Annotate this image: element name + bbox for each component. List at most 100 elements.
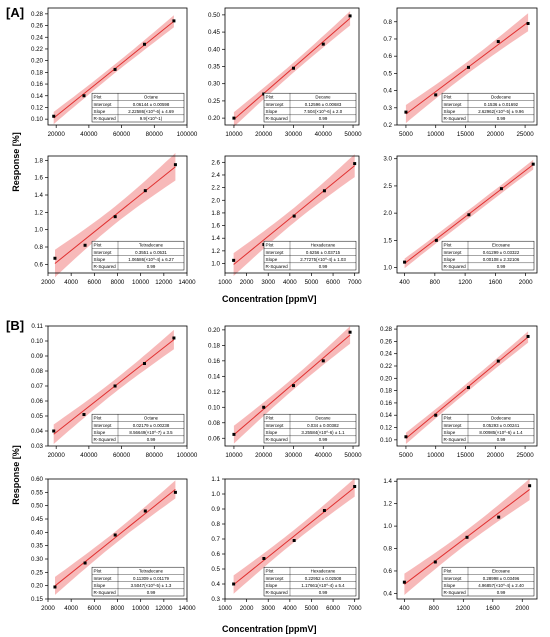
y-tick-label: 0.50 [31,503,44,510]
data-point [232,582,236,586]
y-tick-label: 0.20 [208,327,221,334]
y-tick-label: 1.0 [383,265,392,272]
fit-stats-value: 0.99 [147,437,156,442]
fit-stats-key: Intercept [94,576,113,581]
y-tick-label: 0.28 [31,11,44,18]
fit-stats-key: Intercept [444,576,463,581]
x-tick-label: 4000 [283,279,297,286]
x-tick-label: 25000 [516,131,534,138]
x-tick-label: 1000 [218,279,232,286]
y-tick-label: 3.0 [383,156,392,163]
fit-stats-value: 0.99 [147,590,156,595]
data-point [113,533,117,537]
fit-stats-value: 1.17661(×10^-4) ± 5.4 [301,583,345,588]
x-tick-label: 10000 [427,131,445,138]
fit-stats-key: Intercept [94,102,113,107]
x-axis-title-a: Concentration [ppmV] [222,294,317,304]
y-tick-label: 1.6 [211,223,220,230]
data-point [353,485,357,488]
fit-stats-key: R-Squared [444,590,467,595]
x-tick-label: 40000 [315,452,333,459]
panel-label-a: [A] [6,5,25,20]
x-tick-label: 20000 [48,452,66,459]
y-tick-label: 0.4 [383,590,392,597]
data-point [322,509,326,512]
y-tick-label: 0.26 [380,338,393,345]
x-tick-label: 80000 [146,131,164,138]
x-tick-label: 80000 [146,452,164,459]
data-point [348,330,352,334]
x-tick-label: 100000 [177,452,198,459]
plot-frame [396,155,538,274]
data-point [83,243,87,247]
fit-stats-table: Plot Eicosane Intercept 0.28998 ± 0.03496 Sl… [441,566,535,597]
fit-stats-table: Plot Eicosane Intercept 0.61299 ± 0.03322 Sl… [441,240,535,271]
y-tick-label: 1.1 [211,476,220,483]
fit-stats-value: Dodecane [491,416,512,421]
x-tick-label: 12000 [155,605,173,612]
x-tick-label: 8000 [111,605,125,612]
fit-stats-key: Intercept [444,250,463,255]
data-point [113,67,117,71]
y-tick-label: 0.40 [31,529,44,536]
data-point [465,535,469,539]
y-tick-label: 2.0 [211,197,220,204]
data-point [232,116,236,120]
fit-stats-key: Intercept [444,423,463,428]
data-point [82,94,86,98]
y-tick-label: 0.6 [383,53,392,60]
chart-a-dodecane: 5000 10000 15000 20000 25000 0.2 0.3 0.4 0.5 0.6 0… [383,7,538,138]
y-tick-label: 0.24 [31,34,44,41]
y-tick-label: 1.8 [34,157,43,164]
y-tick-label: 0.3 [383,105,392,112]
fit-stats-table: Plot Tetradecane Intercept 0.11309 ± 0.0117… [91,566,185,597]
x-tick-label: 15000 [457,452,475,459]
y-tick-label: 0.6 [383,568,392,575]
data-point [321,359,325,363]
x-tick-label: 20000 [255,131,273,138]
fit-stats-value: 0.99 [497,116,506,121]
data-point [433,560,437,564]
y-tick-label: 0.55 [31,489,44,496]
fit-stats-value: Tetradecane [139,243,164,248]
y-tick-label: 0.10 [31,338,44,345]
y-tick-label: 0.5 [383,70,392,77]
x-tick-label: 1000 [218,605,232,612]
y-tick-label: 0.15 [31,596,44,603]
y-tick-label: 1.8 [211,210,220,217]
chart-b-decane: 10000 20000 30000 40000 50000 0.06 0.08 0.10 0.1… [208,325,362,459]
fit-stats-table: Plot Tetradecane Intercept 0.3551 ± 0.0531 S… [91,240,185,271]
data-point [82,413,86,416]
y-tick-label: 1.2 [383,501,392,508]
data-point [531,162,535,166]
fit-stats-value: 0.05293 ± 0.00241 [483,423,520,428]
fit-stats-table: Plot Decane Intercept 0.12596 ± 0.00683 Slop… [263,92,357,123]
fit-stats-key: Plot [94,416,103,421]
data-point [232,432,236,436]
chart-a-tetradecane: 2000 4000 6000 8000 10000 12000 14000 0.6 0.8 1.0… [34,153,196,286]
x-tick-label: 1200 [456,605,470,612]
fit-stats-key: R-Squared [444,437,467,442]
plot-frame [47,7,188,126]
x-tick-label: 50000 [344,452,362,459]
data-point [466,65,470,69]
fit-line [233,487,355,585]
data-point [291,66,295,70]
chart-b-tetradecane: 2000 4000 6000 8000 10000 12000 14000 0.15 0.20 0… [31,476,196,612]
x-tick-label: 2000 [41,605,55,612]
fit-stats-key: Slope [94,109,106,114]
fit-stats-key: Plot [444,416,453,421]
x-tick-label: 2000 [519,279,533,286]
fit-stats-key: Intercept [266,576,285,581]
x-tick-label: 10000 [225,131,243,138]
fit-stats-table: Plot Octane Intercept 0.02179 ± 0.00238 Slop… [91,413,185,444]
x-tick-label: 10000 [225,452,243,459]
y-tick-label: 0.45 [208,29,221,36]
x-tick-label: 40000 [80,452,98,459]
fit-line [54,166,176,264]
fit-stats-key: Slope [94,257,106,262]
y-tick-label: 0.6 [34,261,43,268]
y-tick-label: 0.09 [31,353,44,360]
fit-stats-key: Intercept [266,102,285,107]
y-tick-label: 2.2 [211,185,220,192]
